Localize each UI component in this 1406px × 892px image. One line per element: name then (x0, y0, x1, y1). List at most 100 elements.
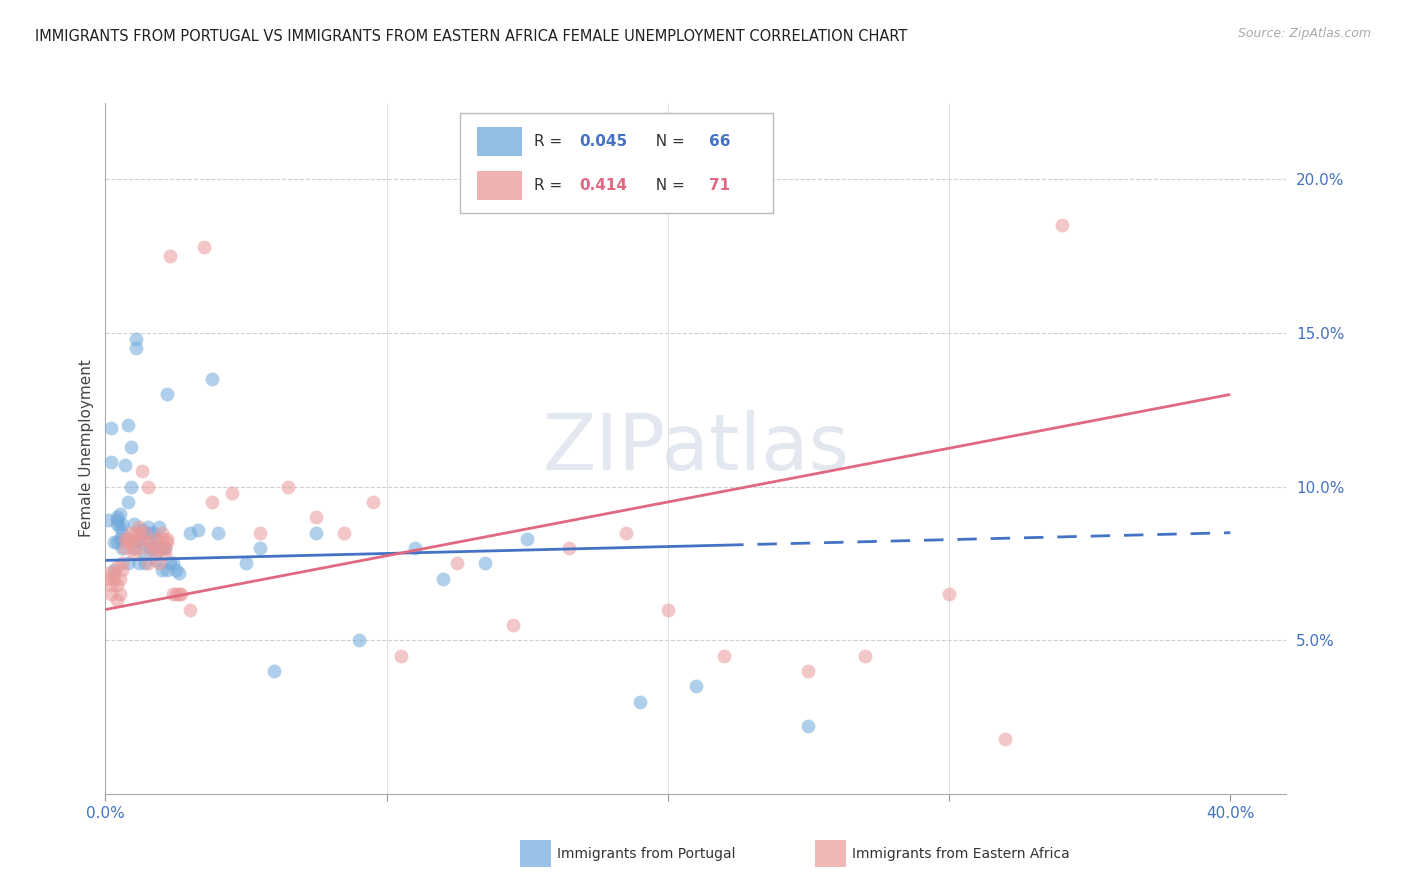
Point (131, 535, 153, 549)
Point (117, 418, 139, 433)
Text: IMMIGRANTS FROM PORTUGAL VS IMMIGRANTS FROM EASTERN AFRICA FEMALE UNEMPLOYMENT C: IMMIGRANTS FROM PORTUGAL VS IMMIGRANTS F… (35, 29, 907, 44)
Point (105, 535, 128, 549)
Point (165, 563, 187, 577)
Point (100, 455, 122, 469)
Point (122, 547, 145, 561)
Point (853, 648, 876, 663)
Point (263, 664, 285, 678)
Point (111, 541, 134, 555)
Point (156, 563, 179, 577)
Point (105, 593, 128, 607)
Point (134, 547, 156, 561)
Point (162, 557, 184, 571)
Point (117, 495, 139, 509)
Point (108, 587, 131, 601)
FancyBboxPatch shape (460, 113, 773, 213)
Point (134, 557, 156, 571)
Point (235, 557, 257, 571)
Text: 0.414: 0.414 (579, 178, 627, 194)
Point (131, 532, 153, 546)
Point (685, 679, 707, 693)
Point (153, 541, 176, 555)
Point (114, 532, 136, 546)
Point (125, 342, 148, 356)
Point (145, 532, 167, 546)
Point (142, 541, 165, 555)
Point (389, 648, 412, 663)
Text: ZIPatlas: ZIPatlas (543, 410, 849, 486)
Point (165, 587, 187, 601)
Point (100, 587, 122, 601)
Y-axis label: Female Unemployment: Female Unemployment (79, 359, 94, 537)
Text: 66: 66 (709, 134, 731, 149)
Point (361, 495, 384, 509)
Point (105, 516, 128, 531)
Point (150, 525, 173, 540)
Point (122, 516, 145, 531)
Text: N =: N = (647, 178, 690, 194)
Point (404, 541, 426, 555)
Point (117, 535, 139, 549)
Point (139, 541, 162, 555)
Point (628, 695, 651, 709)
Point (125, 525, 148, 540)
Point (108, 508, 131, 522)
Point (136, 525, 159, 540)
Point (105, 513, 128, 527)
Point (136, 519, 159, 533)
Point (134, 525, 156, 540)
Point (150, 563, 173, 577)
Point (148, 541, 170, 555)
Point (474, 557, 496, 571)
Point (167, 587, 190, 601)
Point (657, 602, 679, 616)
Point (136, 557, 159, 571)
Point (103, 572, 125, 586)
Point (333, 525, 356, 540)
Point (201, 372, 224, 386)
Point (108, 519, 131, 533)
Point (97, 566, 120, 580)
Point (938, 587, 960, 601)
Point (207, 525, 229, 540)
Point (100, 578, 122, 592)
Point (105, 578, 128, 592)
Text: Immigrants from Portugal: Immigrants from Portugal (557, 847, 735, 861)
Point (170, 587, 193, 601)
Point (97, 572, 120, 586)
Point (614, 525, 637, 540)
Point (114, 458, 136, 472)
Point (103, 563, 125, 577)
Point (201, 495, 224, 509)
Point (128, 525, 150, 540)
Point (153, 547, 176, 561)
Point (111, 525, 134, 540)
Point (148, 519, 170, 533)
Point (150, 532, 173, 546)
Point (128, 532, 150, 546)
Point (153, 541, 176, 555)
Point (516, 532, 538, 546)
Point (305, 525, 328, 540)
Point (117, 532, 139, 546)
Point (103, 566, 125, 580)
Point (159, 557, 181, 571)
FancyBboxPatch shape (478, 127, 523, 155)
Point (111, 516, 134, 531)
Point (103, 535, 125, 549)
Point (145, 547, 167, 561)
Point (1050, 219, 1073, 233)
Point (131, 464, 153, 478)
Point (221, 485, 243, 500)
Point (122, 541, 145, 555)
Point (105, 510, 128, 524)
Point (249, 541, 271, 555)
Point (120, 535, 142, 549)
Point (145, 532, 167, 546)
Point (446, 557, 468, 571)
Point (148, 557, 170, 571)
Point (122, 535, 145, 549)
Point (108, 572, 131, 586)
Point (347, 633, 370, 648)
Text: Immigrants from Eastern Africa: Immigrants from Eastern Africa (852, 847, 1070, 861)
